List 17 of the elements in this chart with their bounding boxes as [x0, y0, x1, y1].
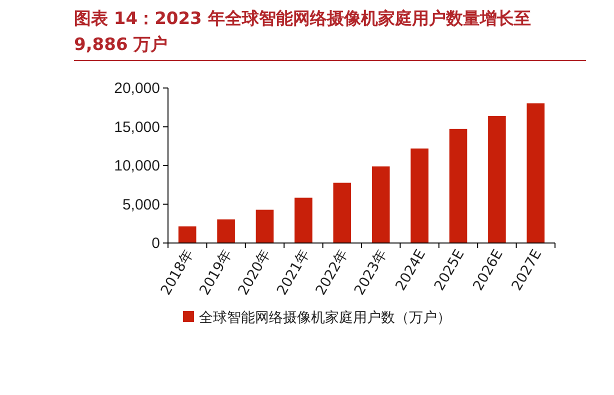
bar — [410, 148, 428, 243]
bar — [333, 182, 352, 243]
bar — [256, 210, 274, 243]
bar — [372, 166, 390, 243]
y-tick-label: 15,000 — [114, 118, 160, 136]
y-tick-label: 20,000 — [114, 80, 160, 97]
bar — [178, 226, 196, 243]
y-tick-label: 10,000 — [114, 158, 160, 174]
y-tick-label: 0 — [152, 235, 160, 252]
bar — [294, 198, 312, 243]
bar — [526, 103, 545, 243]
legend-label: 全球智能网络摄像机家庭用户数（万户） — [199, 310, 451, 326]
bar — [488, 116, 506, 243]
y-tick-label: 5,000 — [122, 196, 160, 214]
bar — [449, 128, 468, 243]
chart-title: 图表 14：2023 年全球智能网络摄像机家庭用户数量增长至 9,886 万户 — [74, 6, 586, 61]
bar — [217, 219, 235, 243]
